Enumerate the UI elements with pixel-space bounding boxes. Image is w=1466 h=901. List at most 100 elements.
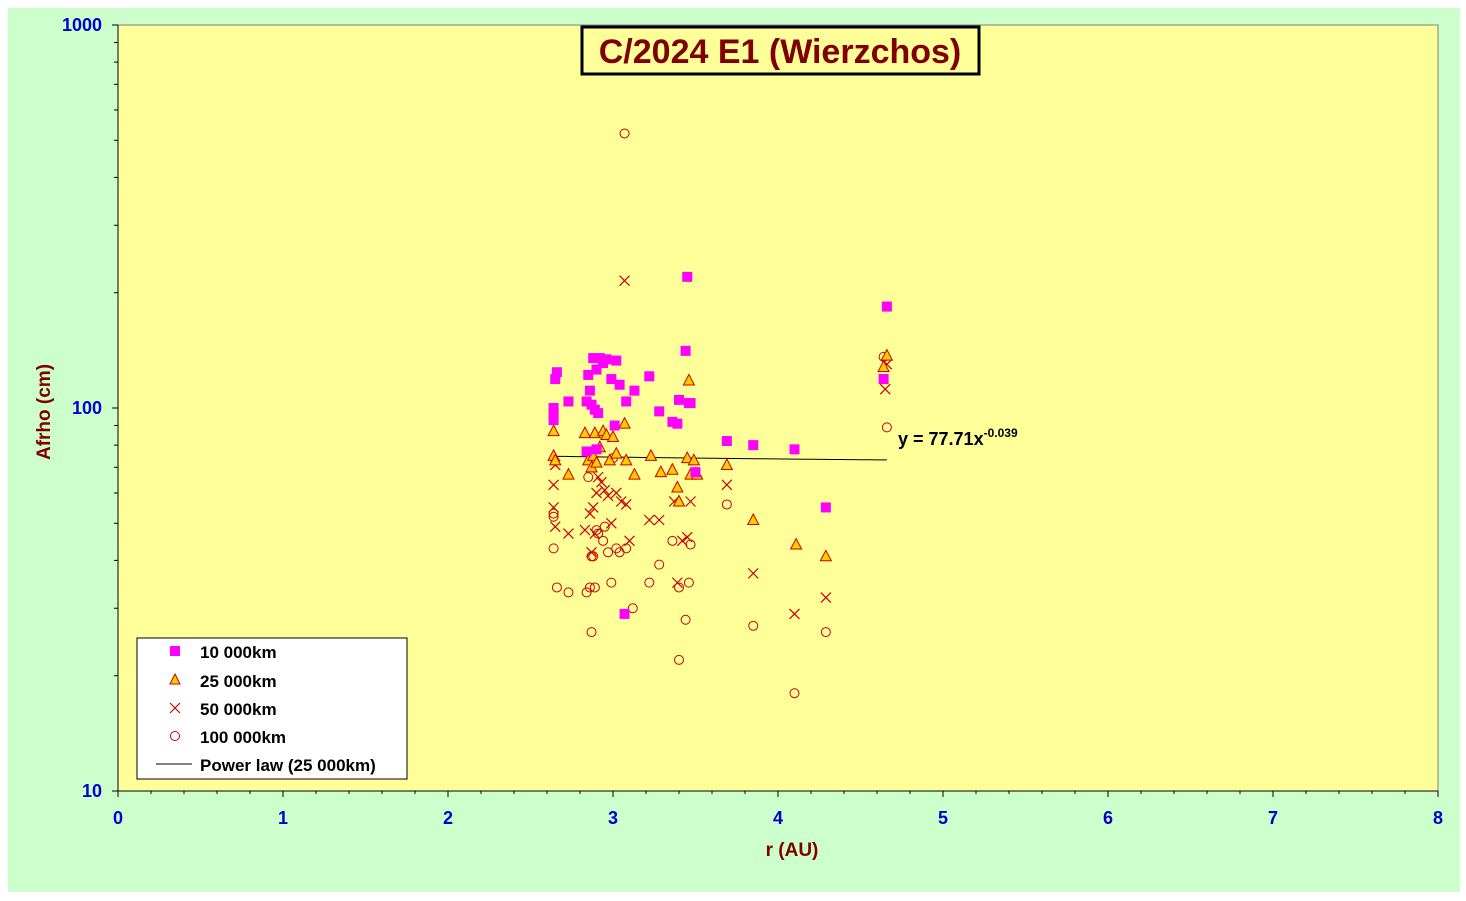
data-point-circle — [881, 422, 892, 433]
data-point-x — [789, 608, 800, 620]
legend: 10 000km 25 000km 50 000km 100 000km Pow… — [136, 637, 408, 780]
legend-item-25000: 25 000km — [169, 672, 277, 691]
legend-item-power-law: Power law (25 000km) — [156, 756, 376, 775]
y-tick-label: 100 — [72, 398, 102, 418]
data-point-circle — [589, 582, 600, 593]
data-point-x — [596, 476, 607, 488]
data-point-triangle — [548, 453, 562, 466]
data-point-square — [672, 418, 683, 429]
data-point-triangle — [672, 494, 686, 507]
data-point-square — [609, 420, 620, 431]
data-point-triangle — [877, 359, 890, 372]
legend-item-10000: 10 000km — [170, 643, 277, 662]
data-point-circle — [683, 577, 694, 588]
data-point-x — [602, 490, 614, 502]
data-point-circle — [563, 587, 574, 598]
data-point-x — [653, 514, 665, 526]
x-axis-title: r (AU) — [766, 840, 819, 861]
legend-item-50000: 50 000km — [169, 700, 277, 719]
data-point-triangle — [644, 448, 658, 461]
data-point-square — [594, 353, 605, 364]
data-point-square — [548, 403, 559, 413]
data-point-x — [589, 528, 601, 540]
data-point-square — [619, 608, 630, 619]
fit-equation-base: y = 77.71x — [898, 429, 984, 449]
data-point-x — [587, 502, 599, 513]
legend-marker-square — [170, 646, 180, 656]
data-point-circle — [588, 551, 599, 562]
x-axis: 0 1 2 3 4 5 6 7 8 — [113, 790, 1443, 828]
data-point-circle — [551, 582, 562, 593]
data-point-circle — [674, 654, 684, 665]
chart-title: C/2024 E1 (Wierzchos) — [599, 33, 962, 71]
x-tick-label: 0 — [113, 808, 123, 828]
data-point-triangle — [606, 429, 620, 443]
data-point-square — [584, 385, 595, 396]
data-point-circle — [598, 535, 609, 546]
data-point-x — [586, 546, 597, 558]
data-point-triangle — [687, 453, 701, 466]
fit-equation: y = 77.71x-0.039 — [898, 426, 1018, 449]
data-point-square — [881, 301, 892, 312]
data-point-circle — [619, 128, 630, 139]
data-point-triangle — [618, 416, 631, 429]
data-point-circle — [583, 472, 594, 483]
legend-box — [136, 637, 408, 780]
data-point-x — [820, 592, 832, 603]
data-point-square — [654, 406, 665, 417]
data-point-circle — [606, 577, 617, 588]
x-tick-label: 5 — [938, 808, 948, 828]
data-point-x — [591, 487, 602, 499]
data-point-triangle — [654, 465, 668, 478]
legend-item-100000: 100 000km — [170, 728, 286, 747]
fit-equation-exponent: -0.039 — [984, 426, 1018, 440]
data-point-circle — [748, 620, 759, 631]
data-point-square — [629, 385, 640, 396]
data-point-x — [676, 535, 688, 547]
data-point-x — [747, 567, 759, 579]
x-tick-label: 8 — [1433, 808, 1443, 828]
data-point-x — [681, 531, 693, 543]
data-point-triangle — [682, 373, 696, 386]
data-point-x — [721, 479, 733, 491]
data-point-circle — [599, 521, 610, 532]
data-point-circle — [654, 559, 665, 570]
data-point-triangle — [562, 467, 575, 480]
data-point-x — [620, 499, 632, 510]
data-point-circle — [548, 543, 559, 554]
data-point-x — [584, 508, 596, 520]
data-point-x — [879, 383, 891, 395]
legend-label-10000: 10 000km — [200, 643, 277, 662]
y-axis-title: Afrho (cm) — [34, 364, 55, 460]
data-point-triangle — [590, 455, 603, 468]
data-point-square — [551, 367, 562, 378]
x-tick-label: 4 — [773, 808, 783, 828]
data-point-triangle — [547, 424, 560, 437]
data-point-triangle — [819, 549, 833, 562]
data-point-circle — [548, 511, 559, 522]
data-point-triangle — [603, 453, 617, 466]
data-point-square — [820, 502, 831, 513]
data-point-triangle — [680, 451, 694, 464]
data-point-x — [615, 496, 627, 507]
legend-label-power-law: Power law (25 000km) — [200, 756, 376, 775]
series-25-000km — [547, 348, 894, 562]
data-point-circle — [627, 603, 638, 614]
legend-marker-circle — [170, 731, 180, 741]
data-point-square — [563, 396, 574, 407]
data-point-square — [682, 271, 693, 282]
legend-label-50000: 50 000km — [200, 700, 277, 719]
data-point-square — [644, 371, 655, 382]
data-point-x — [605, 517, 617, 529]
data-point-triangle — [628, 467, 641, 480]
data-point-square — [680, 345, 691, 356]
data-point-square — [611, 355, 622, 366]
data-point-circle — [548, 508, 559, 519]
data-point-x — [549, 521, 561, 533]
data-point-square — [583, 369, 594, 380]
data-point-square — [591, 364, 602, 375]
data-point-square — [721, 436, 732, 447]
x-tick-label: 3 — [608, 808, 618, 828]
x-tick-label: 1 — [278, 808, 288, 828]
